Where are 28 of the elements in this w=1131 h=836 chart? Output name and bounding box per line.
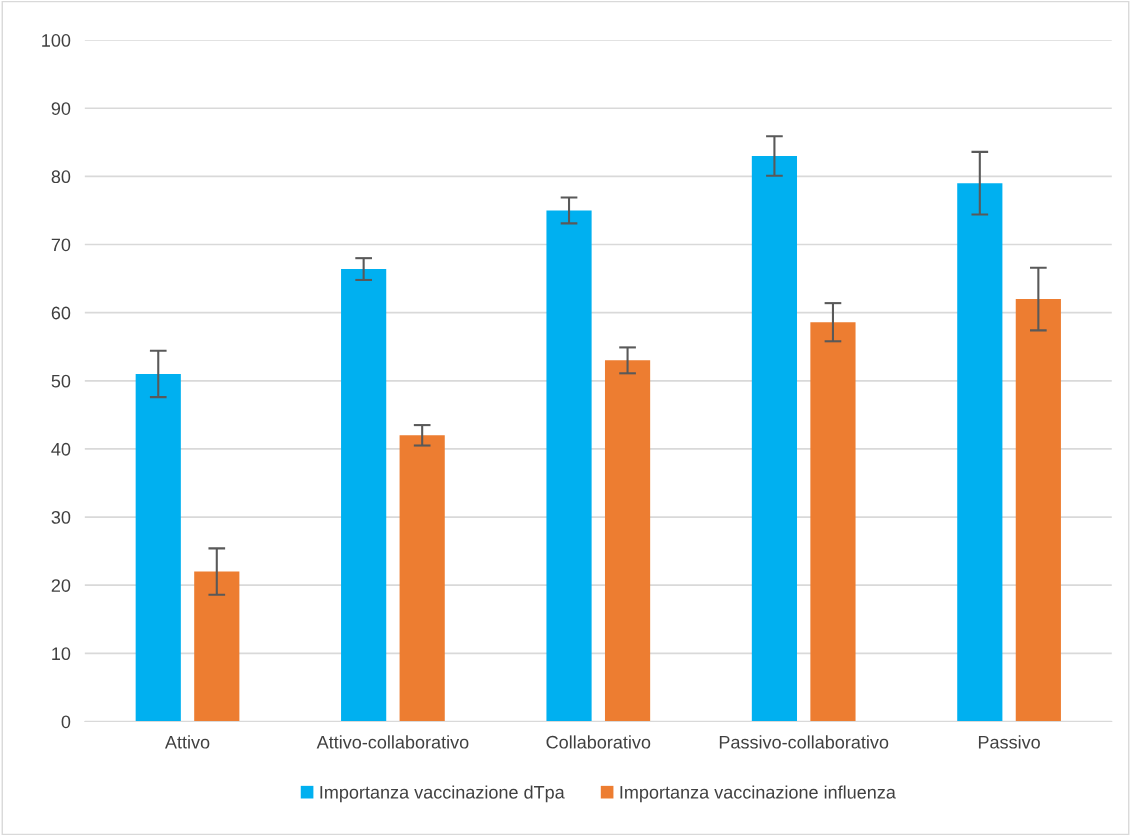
y-tick-label: 60 [51,306,71,320]
bar [546,210,592,722]
y-tick-label: 50 [51,374,71,388]
legend-label: Importanza vaccinazione dTpa [320,785,565,803]
y-tick-label: 0 [61,715,71,729]
bar [957,183,1003,722]
bar [604,360,651,722]
bar [194,571,240,722]
y-tick-label: 20 [51,579,71,592]
x-tick-label: Passivo-collaborativo [719,735,889,749]
y-tick-label: 100 [42,34,71,47]
y-tick-label: 40 [51,442,71,456]
x-tick-label: Passivo [978,735,1040,749]
bar [341,269,387,722]
y-tick-label: 90 [51,102,71,115]
y-tick-label: 30 [51,511,71,524]
bar [751,155,798,722]
y-tick-label: 70 [51,238,71,252]
x-tick-label: Attivo-collaborativo [316,735,469,749]
y-tick-label: 10 [52,647,71,661]
y-tick-label: 80 [51,170,71,184]
x-tick-label: Collaborativo [546,735,651,749]
bar [135,373,181,722]
x-tick-label: Attivo [164,735,210,749]
bar [1015,299,1061,722]
bar [810,322,856,722]
legend-label: Importanza vaccinazione influenza [620,785,896,803]
bar [399,435,445,722]
